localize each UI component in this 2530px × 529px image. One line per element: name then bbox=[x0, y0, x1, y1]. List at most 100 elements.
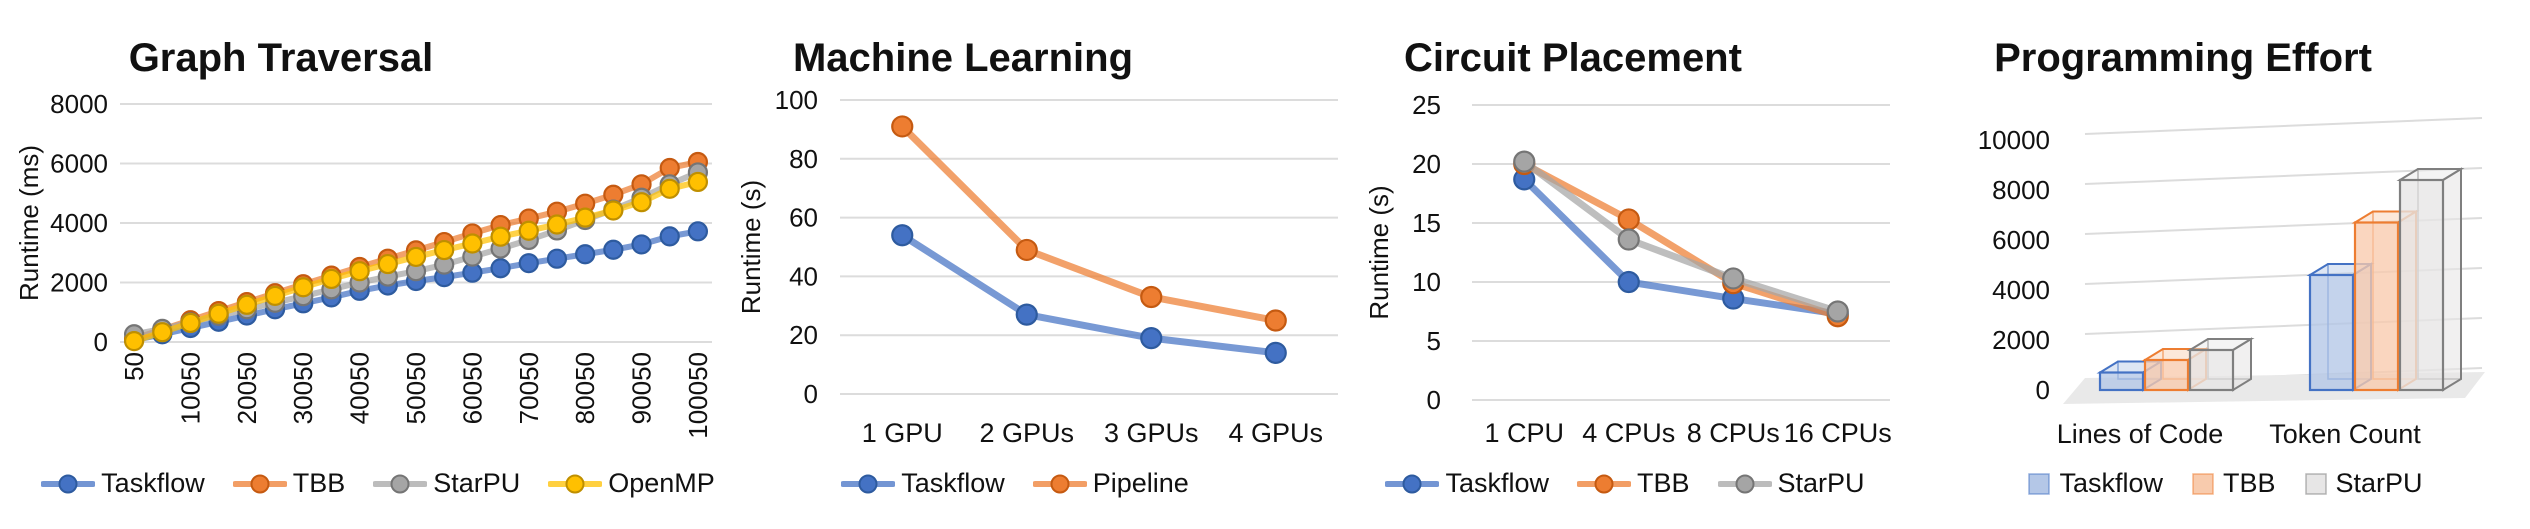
y-axis-title: Runtime (s) bbox=[736, 180, 766, 314]
x-tick-label: 90050 bbox=[627, 352, 657, 424]
data-point-marker bbox=[1015, 238, 1038, 262]
plot-svg-circuit-placement: 0 5 10 15 20 25 Runtime (s) 1 CPU 4 CPUs 8 CPUs 16… bbox=[1364, 90, 1892, 448]
legend-item-taskflow: Taskflow bbox=[841, 468, 1005, 499]
data-point-marker bbox=[462, 233, 483, 254]
x-tick-label: 100050 bbox=[683, 352, 713, 439]
legend-label: StarPU bbox=[2335, 468, 2423, 498]
tick-label: 40 bbox=[789, 261, 818, 291]
data-point-marker bbox=[891, 115, 914, 138]
data-point-marker bbox=[631, 192, 652, 213]
legend-label: Taskflow bbox=[2059, 468, 2163, 498]
data-point-marker bbox=[1722, 267, 1745, 290]
bar-token-count-starpu bbox=[2396, 167, 2465, 392]
plot-svg-programming-effort: 0 2000 4000 6000 8000 10000 Lines of Code Token… bbox=[1978, 117, 2485, 449]
x-tick-label: 2 GPUs bbox=[979, 418, 1074, 448]
legend-line-marker-icon bbox=[1385, 474, 1440, 493]
legend-item-taskflow: Taskflow bbox=[2027, 468, 2163, 499]
data-point-marker bbox=[518, 253, 539, 274]
tick-label: 6000 bbox=[50, 149, 108, 179]
legend-item-openmp: OpenMP bbox=[548, 468, 715, 499]
legend-item-tbb: TBB bbox=[2191, 468, 2276, 499]
data-point-marker bbox=[687, 221, 709, 242]
data-point-marker bbox=[180, 312, 201, 334]
x-tick-label: 1 CPU bbox=[1484, 418, 1564, 448]
data-point-marker bbox=[687, 171, 709, 193]
legend-item-starpu: StarPU bbox=[2304, 468, 2423, 499]
legend-item-pipeline: Pipeline bbox=[1032, 468, 1189, 499]
chart-title-graph-traversal: Graph Traversal bbox=[128, 36, 434, 81]
tick-label: 6000 bbox=[1992, 225, 2050, 255]
tick-label: 10000 bbox=[1978, 125, 2050, 155]
y-axis-title: Runtime (s) bbox=[1364, 185, 1394, 319]
data-point-marker bbox=[1617, 208, 1640, 231]
legend-item-starpu: StarPU bbox=[1717, 468, 1865, 499]
data-point-marker bbox=[123, 331, 145, 352]
x-category-label: Lines of Code bbox=[2057, 419, 2224, 449]
x-tick-label: 50050 bbox=[401, 352, 431, 424]
tick-label: 2000 bbox=[50, 268, 108, 298]
x-tick-label: 70050 bbox=[514, 352, 544, 424]
data-point-marker bbox=[264, 285, 286, 306]
data-point-marker bbox=[1826, 300, 1849, 323]
chart-programming-effort: Programming Effort 0 2000 4000 6000 8000 1000… bbox=[1900, 0, 2530, 529]
legend-label: Taskflow bbox=[101, 468, 205, 498]
legend-swatch-icon bbox=[2304, 472, 2327, 495]
legend-swatch-icon bbox=[2028, 472, 2051, 495]
legend-item-tbb: TBB bbox=[1576, 468, 1690, 499]
data-point-marker bbox=[1015, 303, 1038, 326]
x-tick-label: 60050 bbox=[457, 352, 487, 424]
legend-label: Taskflow bbox=[1445, 468, 1549, 498]
legend-item-starpu: StarPU bbox=[373, 468, 520, 499]
data-point-marker bbox=[405, 246, 427, 268]
legend-item-tbb: TBB bbox=[232, 468, 346, 499]
tick-label: 2000 bbox=[1992, 325, 2050, 355]
legend-label: OpenMP bbox=[608, 468, 715, 498]
tick-label: 100 bbox=[775, 85, 818, 115]
x-tick-label: 80050 bbox=[570, 352, 600, 424]
x-tick-label: 30050 bbox=[288, 352, 318, 424]
x-tick-label: 4 GPUs bbox=[1228, 418, 1323, 448]
chart-machine-learning: Machine Learning 0 20 40 60 80 100 Runtime (s)… bbox=[730, 0, 1345, 529]
legend-label: TBB bbox=[2222, 468, 2276, 498]
x-category-label: Token Count bbox=[2269, 419, 2421, 449]
data-point-marker bbox=[659, 178, 680, 199]
chart-legend-circuit-placement: Taskflow TBB StarPU bbox=[1275, 468, 1975, 499]
data-point-marker bbox=[236, 294, 257, 315]
series-openmp bbox=[123, 171, 709, 352]
tick-label: 0 bbox=[804, 379, 818, 409]
tick-label: 8000 bbox=[1992, 175, 2050, 205]
x-tick-label: 3 GPUs bbox=[1104, 418, 1199, 448]
data-point-marker bbox=[1140, 327, 1163, 350]
x-tick-label: 16 CPUs bbox=[1784, 418, 1892, 448]
data-point-marker bbox=[349, 261, 370, 282]
data-point-marker bbox=[434, 239, 455, 261]
chart-graph-traversal: Graph Traversal 0 2000 4000 6000 8000 Runtime… bbox=[0, 0, 730, 529]
legend-line-marker-icon bbox=[548, 474, 603, 493]
data-point-marker bbox=[603, 239, 624, 260]
data-point-marker bbox=[321, 268, 342, 290]
legend-label: TBB bbox=[292, 468, 346, 498]
chart-legend-machine-learning: Taskflow Pipeline bbox=[665, 468, 1365, 499]
tick-label: 5 bbox=[1427, 326, 1441, 356]
legend-label: StarPU bbox=[1777, 468, 1865, 498]
legend-line-marker-icon bbox=[1576, 474, 1631, 493]
chart-legend-programming-effort: Taskflow TBB StarPU bbox=[1875, 468, 2530, 499]
data-point-marker bbox=[377, 253, 398, 275]
x-tick-label: 1 GPU bbox=[862, 418, 943, 448]
data-point-marker bbox=[1264, 309, 1287, 332]
data-point-marker bbox=[575, 207, 596, 228]
series-pipeline bbox=[891, 115, 1287, 332]
x-tick-label: 4 CPUs bbox=[1582, 418, 1675, 448]
legend-label: Pipeline bbox=[1092, 468, 1189, 498]
data-point-marker bbox=[152, 322, 173, 343]
tick-label: 25 bbox=[1412, 90, 1441, 120]
data-point-marker bbox=[293, 277, 314, 298]
legend-line-marker-icon bbox=[232, 474, 287, 493]
tick-label: 80 bbox=[789, 144, 818, 174]
chart-title-circuit-placement: Circuit Placement bbox=[1404, 36, 1742, 81]
tick-label: 0 bbox=[2036, 375, 2050, 405]
legend-line-marker-icon bbox=[841, 474, 896, 493]
data-point-marker bbox=[1140, 285, 1163, 309]
legend-label: Taskflow bbox=[901, 468, 1005, 498]
series-taskflow bbox=[891, 224, 1287, 364]
